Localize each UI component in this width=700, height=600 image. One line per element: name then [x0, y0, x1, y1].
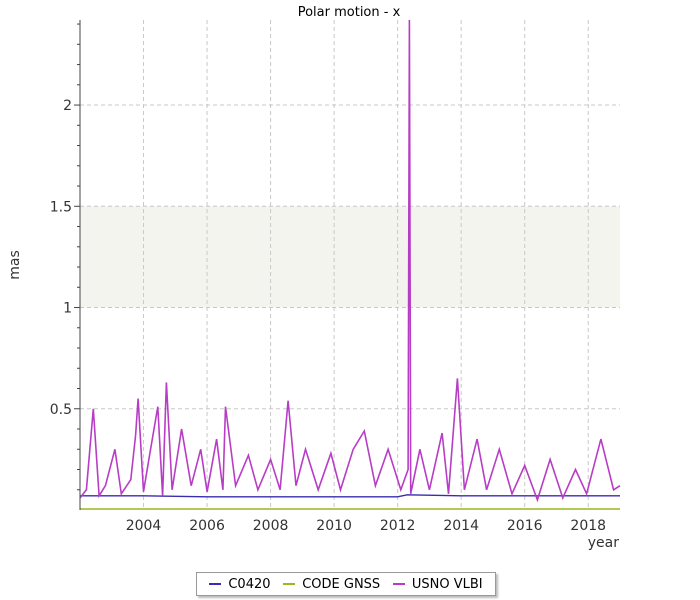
legend-swatch [283, 583, 296, 585]
x-tick-label: 2016 [507, 518, 543, 534]
y-tick-label: 1.5 [50, 199, 72, 215]
x-tick-label: 2018 [570, 518, 606, 534]
chart-title: Polar motion - x [298, 5, 401, 20]
grid-lines [80, 20, 620, 510]
legend-item: CODE GNSS [283, 577, 380, 592]
legend-label: USNO VLBI [411, 576, 483, 592]
series-lines [79, 19, 621, 510]
legend-swatch [209, 583, 222, 585]
y-minor-ticks [74, 23, 80, 491]
legend-item: USNO VLBI [392, 576, 483, 592]
x-tick-label: 2012 [380, 518, 416, 534]
x-tick-label: 2010 [316, 518, 352, 534]
x-axis-label: year [588, 535, 619, 551]
y-tick-labels: 0.5 1 1.5 2 [50, 98, 72, 418]
series-line-usno-vlbi [79, 19, 621, 503]
x-tick-label: 2004 [126, 518, 162, 534]
x-tick-labels: 2004 2006 2008 2010 2012 2014 2016 2018 [126, 518, 606, 534]
y-tick-label: 0.5 [50, 402, 72, 418]
y-tick-label: 2 [63, 98, 72, 114]
legend-label: C0420 [228, 576, 271, 592]
series-line-c0420 [80, 494, 620, 498]
legend: C0420 CODE GNSS USNO VLBI [196, 572, 496, 596]
y-tick-label: 1 [63, 301, 72, 317]
legend-label: CODE GNSS [302, 576, 381, 592]
x-tick-label: 2008 [253, 518, 289, 534]
legend-swatch [392, 583, 405, 585]
shaded-band [80, 206, 620, 308]
x-tick-label: 2006 [189, 518, 225, 534]
legend-item: C0420 [209, 576, 271, 592]
y-axis-label: mas [7, 250, 23, 280]
x-tick-label: 2014 [443, 518, 479, 534]
